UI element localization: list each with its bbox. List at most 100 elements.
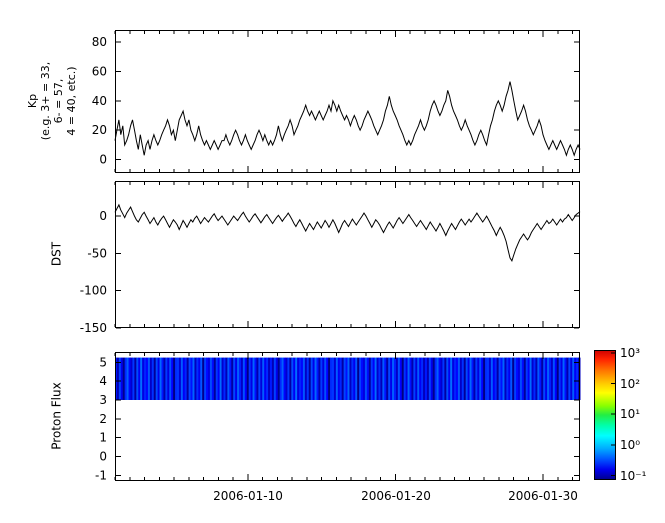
proton-flux-column <box>233 357 236 400</box>
proton-flux-column <box>351 357 354 400</box>
y-tick-label: 3 <box>99 393 107 407</box>
proton-flux-column <box>438 357 441 400</box>
y-tick-label: 80 <box>92 35 107 49</box>
proton-flux-column <box>312 357 316 400</box>
proton-flux-column <box>436 357 440 400</box>
proton-flux-column <box>415 357 418 400</box>
proton-flux-column <box>473 357 476 400</box>
proton-flux-column <box>252 357 255 400</box>
proton-flux-column <box>320 357 323 400</box>
colorbar-tick-label: 10¹ <box>620 407 641 421</box>
proton-flux-column <box>192 357 195 400</box>
proton-flux-column <box>374 357 378 400</box>
x-tick-label: 2006-01-10 <box>213 489 283 503</box>
proton-flux-column <box>270 357 273 400</box>
proton-flux-column <box>425 357 428 400</box>
proton-flux-column <box>306 357 310 400</box>
proton-flux-column <box>382 357 385 400</box>
proton-flux-column <box>287 357 290 400</box>
proton-flux-column <box>332 357 335 400</box>
proton-flux-column <box>248 357 252 400</box>
proton-flux-column <box>355 357 358 400</box>
x-tick-label: 2006-01-30 <box>508 489 578 503</box>
proton-flux-column <box>388 357 391 400</box>
proton-flux-column <box>463 357 467 400</box>
proton-flux-column <box>235 357 238 400</box>
proton-flux-column <box>301 357 304 400</box>
proton-flux-column <box>304 357 308 400</box>
proton-flux-column <box>217 357 221 400</box>
proton-flux-column <box>440 357 443 400</box>
proton-flux-column <box>378 357 381 400</box>
proton-flux-column <box>512 357 515 400</box>
proton-flux-column <box>502 357 505 400</box>
proton-flux-column <box>471 357 474 400</box>
proton-flux-column <box>167 357 170 400</box>
proton-flux-column <box>531 357 534 400</box>
proton-flux-column <box>525 357 529 400</box>
proton-flux-column <box>527 357 531 400</box>
proton-flux-column <box>380 357 383 400</box>
proton-flux-column <box>413 357 416 400</box>
proton-flux-column <box>215 357 219 400</box>
proton-flux-column <box>347 357 350 400</box>
proton-flux-column <box>120 357 124 400</box>
proton-flux-column <box>558 357 562 400</box>
proton-flux-column <box>564 357 567 400</box>
proton-flux-column <box>324 357 327 400</box>
proton-flux-column <box>126 357 130 400</box>
proton-flux-column <box>254 357 257 400</box>
proton-flux-column <box>142 357 145 400</box>
y-tick-label: 4 <box>99 374 107 388</box>
proton-flux-column <box>370 357 374 400</box>
proton-flux-column <box>171 357 174 400</box>
proton-flux-column <box>376 357 379 400</box>
proton-flux-column <box>539 357 542 400</box>
proton-flux-column <box>454 357 457 400</box>
proton-flux-column <box>169 357 172 400</box>
proton-flux-column <box>223 357 226 400</box>
proton-flux-column <box>401 357 405 400</box>
proton-flux-column <box>537 357 540 400</box>
proton-flux-column <box>159 357 162 400</box>
proton-flux-column <box>308 357 312 400</box>
proton-flux-column <box>444 357 447 400</box>
y-tick-label: 0 <box>99 209 107 223</box>
proton-flux-column <box>268 357 271 400</box>
proton-flux-column <box>568 357 571 400</box>
proton-flux-column <box>510 357 513 400</box>
dst-index-line <box>114 203 581 262</box>
proton-flux-column <box>496 357 500 400</box>
proton-flux-column <box>244 357 248 400</box>
proton-flux-column <box>330 357 333 400</box>
proton-flux-column <box>394 357 397 400</box>
proton-flux-column <box>219 357 223 400</box>
proton-flux-column <box>368 357 372 400</box>
proton-flux-column <box>423 357 426 400</box>
proton-flux-column <box>239 357 242 400</box>
y-tick-label: 20 <box>92 123 107 137</box>
proton-flux-column <box>366 357 370 400</box>
proton-flux-column <box>208 357 211 400</box>
proton-flux-column <box>229 357 232 400</box>
colorbar-tick-label: 10² <box>620 377 641 391</box>
proton-flux-column <box>122 357 126 400</box>
proton-flux-column <box>206 357 209 400</box>
proton-flux-column <box>277 357 281 400</box>
y-tick-label: -1 <box>95 468 107 482</box>
proton-flux-column <box>535 357 538 400</box>
proton-flux-column <box>184 357 188 400</box>
y-tick-label: 2 <box>99 412 107 426</box>
kp-axis-label-line: 6- = 57, <box>52 78 65 124</box>
proton-flux-column <box>283 357 286 400</box>
proton-flux-column <box>177 357 180 400</box>
proton-flux-column <box>428 357 432 400</box>
proton-flux-column <box>178 357 182 400</box>
proton-flux-column <box>446 357 449 400</box>
proton-flux-column <box>498 357 502 400</box>
proton-flux-column <box>237 357 240 400</box>
proton-flux-column <box>153 357 157 400</box>
proton-flux-column <box>349 357 352 400</box>
proton-flux-column <box>556 357 560 400</box>
proton-flux-column <box>227 357 230 400</box>
